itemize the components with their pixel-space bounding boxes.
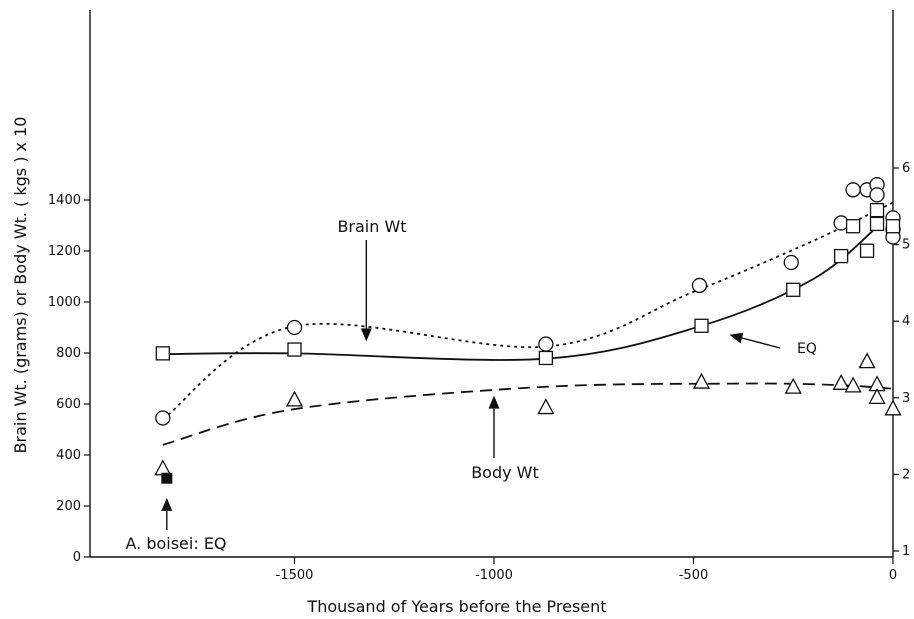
eq-point xyxy=(885,219,901,234)
y2-tick-label: 4 xyxy=(902,314,910,329)
body-wt-point xyxy=(858,352,876,369)
body-wt-point xyxy=(692,372,711,389)
y2-tick-label: 2 xyxy=(902,467,910,482)
body-wt-point xyxy=(832,373,850,390)
eq-point xyxy=(869,216,885,232)
eq-point xyxy=(833,248,849,264)
eq-point xyxy=(287,342,302,357)
brain-wt-point xyxy=(286,319,303,336)
eq-point xyxy=(845,219,861,234)
y-tick-label: 1000 xyxy=(48,295,81,310)
x-tick-label: 0 xyxy=(889,568,897,583)
eq-fit-curve xyxy=(162,226,878,361)
y-tick-label: 0 xyxy=(73,550,81,565)
annotation-arrows-layer xyxy=(161,240,781,530)
annotation-brain-wt: Brain Wt xyxy=(337,217,406,236)
brain-wt-point xyxy=(155,410,171,426)
body-wt-point xyxy=(844,376,862,393)
y2-tick-label: 3 xyxy=(902,391,910,406)
y-tick-label: 800 xyxy=(56,346,81,361)
eq-point xyxy=(869,202,885,218)
a-boisei-arrow xyxy=(161,497,173,530)
body-wt-point xyxy=(868,387,886,405)
y-tick-label: 1400 xyxy=(48,193,81,208)
y-tick-label: 1200 xyxy=(48,244,81,259)
eq-point xyxy=(155,346,170,361)
body-wt-point xyxy=(154,459,172,476)
body-wt-point xyxy=(537,398,555,415)
brain-wt-arrow xyxy=(360,240,372,342)
a-boisei-eq-point xyxy=(161,472,173,484)
annotation-body-wt: Body Wt xyxy=(471,463,539,482)
eq-arrow xyxy=(729,332,781,349)
body-wt-point xyxy=(784,377,802,394)
brain-wt-fit-curve xyxy=(162,201,894,421)
body-wt-point xyxy=(285,390,304,407)
body-wt-point xyxy=(884,399,902,416)
eq-point xyxy=(694,318,709,333)
y2-tick-label: 1 xyxy=(902,544,910,559)
annotation-a-boisei-eq: A. boisei: EQ xyxy=(125,534,226,553)
x-axis-title: Thousand of Years before the Present xyxy=(306,597,606,616)
x-tick-label: -1000 xyxy=(475,568,513,583)
brain-wt-point xyxy=(845,182,861,198)
x-tick-label: -500 xyxy=(679,568,709,583)
fit-curves-layer xyxy=(162,201,894,446)
ticks-layer: -1500 -1000 -500 0 0 200 400 600 800 1000 1200 1400… xyxy=(48,161,910,583)
eq-point xyxy=(859,243,875,258)
brain-wt-point xyxy=(538,336,554,352)
body-wt-arrow xyxy=(488,395,500,458)
markers-layer xyxy=(154,177,902,484)
y-tick-label: 200 xyxy=(56,499,81,514)
brain-wt-point xyxy=(783,254,799,271)
eq-point xyxy=(538,350,554,366)
y2-tick-label: 5 xyxy=(902,238,910,253)
y-tick-label: 400 xyxy=(56,448,81,463)
annotation-eq: EQ xyxy=(797,341,817,357)
body-wt-fit-curve xyxy=(162,382,894,446)
y2-tick-label: 6 xyxy=(902,161,910,176)
y-axis-title: Brain Wt. (grams) or Body Wt. ( kgs ) x … xyxy=(11,117,30,454)
eq-point xyxy=(786,282,801,297)
brain-wt-point xyxy=(869,187,885,203)
brain-wt-point xyxy=(691,277,708,294)
x-tick-label: -1500 xyxy=(276,568,314,583)
y-tick-label: 600 xyxy=(56,397,81,412)
